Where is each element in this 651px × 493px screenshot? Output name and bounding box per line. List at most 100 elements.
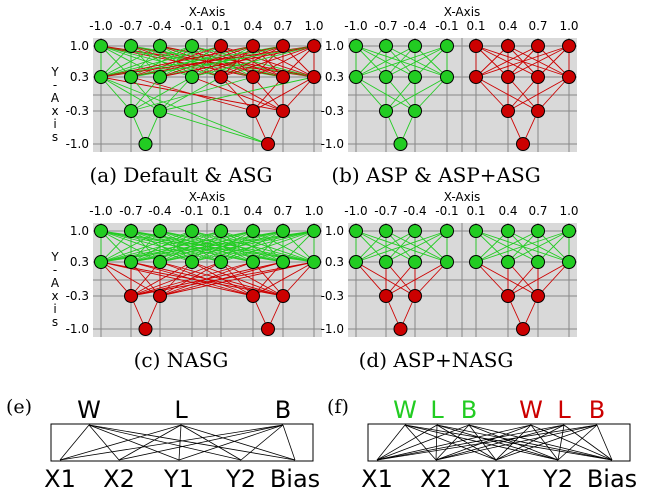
red-node <box>307 39 321 53</box>
x-tick-label: 1.0 <box>559 204 578 218</box>
y-tick-label: -1.0 <box>66 137 89 151</box>
edge <box>475 76 509 112</box>
green-node <box>349 224 363 238</box>
red-node <box>531 289 545 303</box>
y-axis-title-letter: Y <box>50 250 59 264</box>
x-tick-label: 0.7 <box>273 19 292 33</box>
red-node <box>501 289 515 303</box>
input-node-label: Y2 <box>542 465 573 493</box>
edge <box>159 45 315 78</box>
network-e: (e) W L B X1 X2 Y1 Y2 Bias <box>6 396 320 493</box>
x-tick-label: 0.1 <box>466 19 485 33</box>
edge <box>475 230 509 263</box>
connection <box>436 424 613 461</box>
edge <box>159 230 315 263</box>
y-tick-label: 1.0 <box>70 224 89 238</box>
green-node <box>349 255 363 269</box>
edge <box>475 45 570 78</box>
x-tick-label: -0.7 <box>374 204 397 218</box>
x-tick-label: -1.0 <box>89 204 112 218</box>
green-node <box>408 70 422 84</box>
x-tick-label: -0.4 <box>148 19 171 33</box>
edge <box>507 76 539 112</box>
red-node <box>276 70 290 84</box>
connection <box>495 424 532 461</box>
connection <box>118 424 182 461</box>
x-tick-label: -0.1 <box>180 19 203 33</box>
input-node-label: Bias <box>270 465 320 493</box>
diagram-tag: (e) <box>6 396 32 418</box>
green-node <box>379 104 393 118</box>
edge <box>100 261 132 297</box>
red-node <box>516 322 530 336</box>
connection <box>404 424 497 461</box>
edge <box>414 261 448 297</box>
green-node <box>440 70 454 84</box>
edge <box>475 261 509 297</box>
y-axis-title-letter: i <box>53 302 56 316</box>
edge <box>475 230 570 263</box>
edge <box>130 261 254 297</box>
edge <box>355 230 416 263</box>
y-axis-title-letter: - <box>53 78 57 92</box>
edge <box>355 261 416 297</box>
green-node <box>94 224 108 238</box>
edge <box>100 45 132 78</box>
red-node <box>393 322 408 336</box>
edge <box>252 76 315 112</box>
green-node <box>408 255 422 269</box>
edge <box>159 76 315 112</box>
x-tick-label: -0.1 <box>180 204 203 218</box>
edge <box>537 230 570 263</box>
edge <box>385 76 416 112</box>
green-node <box>153 70 167 84</box>
connection <box>530 424 613 461</box>
panel-caption: (c) NASG <box>134 348 229 372</box>
x-tick-label: 0.4 <box>498 19 517 33</box>
edge <box>100 45 193 78</box>
x-tick-label: 1.0 <box>304 19 323 33</box>
green-node <box>393 137 408 151</box>
green-node <box>440 224 454 238</box>
red-node <box>246 104 260 118</box>
red-node <box>246 289 260 303</box>
connection <box>495 424 598 461</box>
output-node-label: B <box>589 396 605 424</box>
input-node-label: X1 <box>44 465 76 493</box>
connection <box>376 424 598 461</box>
green-node <box>124 224 138 238</box>
panel-c: X-Axis -1.0 -0.7 -0.4 -0.1 0.1 0.4 0.7 1.0 1.0 0.3… <box>50 190 323 372</box>
x-axis-title: X-Axis <box>444 190 481 204</box>
x-tick-label: -0.7 <box>119 19 142 33</box>
output-node-label: L <box>174 396 188 424</box>
green-node <box>185 255 199 269</box>
y-axis-title-letter: x <box>51 289 58 303</box>
edge <box>355 230 448 263</box>
green-node <box>531 255 545 269</box>
edge <box>537 261 570 297</box>
edge <box>130 76 161 112</box>
y-tick-label: -0.3 <box>321 104 344 118</box>
green-node <box>214 255 228 269</box>
network-box <box>50 423 314 462</box>
network-box <box>367 423 631 462</box>
x-tick-label: 0.4 <box>498 204 517 218</box>
green-node <box>153 224 167 238</box>
connection <box>435 424 598 461</box>
edge <box>252 45 315 78</box>
edge <box>475 261 539 297</box>
connection <box>557 424 565 461</box>
red-node <box>214 39 228 53</box>
edge <box>355 76 416 112</box>
input-node-label: Y1 <box>163 465 194 493</box>
edge <box>355 230 387 263</box>
red-node <box>531 39 545 53</box>
y-axis-title-letter: Y <box>50 65 59 79</box>
green-node <box>379 224 393 238</box>
green-node <box>124 70 138 84</box>
output-node-label: W <box>519 396 543 424</box>
red-node <box>516 137 530 151</box>
red-node <box>408 289 422 303</box>
edge <box>537 76 570 112</box>
connection <box>88 424 120 461</box>
